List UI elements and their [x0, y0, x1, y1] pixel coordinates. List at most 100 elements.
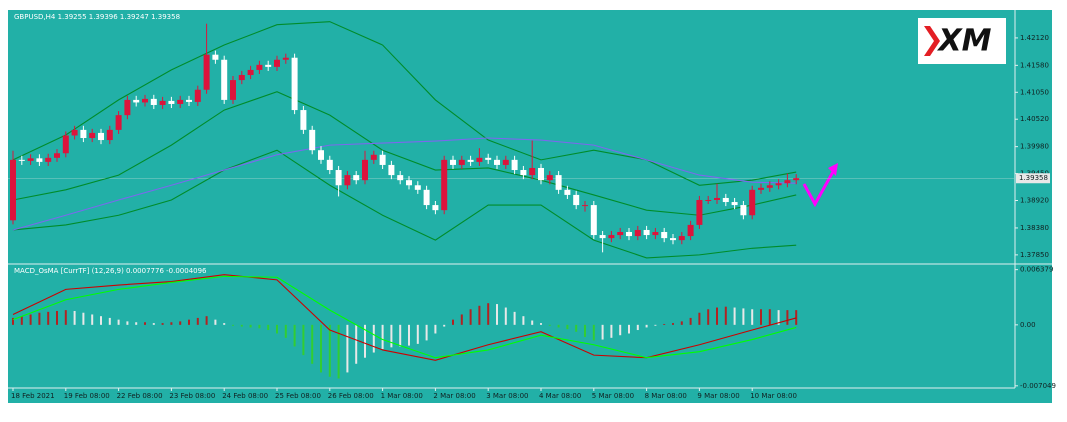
histogram-bar	[364, 324, 366, 358]
candle-body	[133, 99, 140, 103]
histogram-bar	[522, 316, 525, 325]
candle-body	[696, 199, 703, 225]
logo-box	[918, 18, 1006, 64]
candle-body	[353, 175, 360, 181]
histogram-bar	[531, 320, 534, 325]
candle-body	[309, 129, 316, 151]
candle-body	[520, 170, 527, 176]
histogram-bar	[328, 324, 331, 377]
histogram-bar	[346, 324, 349, 373]
histogram-bar	[214, 319, 217, 325]
x-tick-label: 2 Mar 08:00	[433, 392, 475, 400]
candle-body	[62, 135, 69, 154]
candle-body	[414, 185, 421, 190]
histogram-bar	[205, 316, 208, 325]
candle-body	[142, 98, 148, 103]
candle-body	[661, 232, 668, 239]
histogram-bar	[126, 321, 129, 325]
candle-body	[546, 175, 553, 181]
indicator-line	[12, 137, 797, 231]
histogram-bar	[777, 310, 780, 325]
candle-body	[494, 159, 500, 165]
candle-body	[177, 99, 184, 104]
histogram-bar	[751, 309, 754, 325]
histogram-bar	[663, 323, 666, 325]
candle-body	[379, 154, 386, 165]
candle-body	[370, 154, 377, 160]
histogram-bar	[672, 323, 674, 325]
candle-body	[502, 159, 509, 165]
histogram-bar	[592, 324, 595, 341]
y-tick-label: 1.38920	[1020, 197, 1049, 205]
x-tick-label: 8 Mar 08:00	[645, 392, 687, 400]
histogram-bar	[566, 324, 569, 330]
histogram-bar	[760, 309, 762, 325]
histogram-bar	[636, 324, 639, 331]
histogram-bar	[680, 321, 683, 325]
histogram-bar	[452, 319, 454, 325]
current-price-label: 1.39358	[1019, 174, 1048, 182]
candle-body	[626, 232, 632, 237]
histogram-bar	[584, 324, 586, 337]
histogram-bar	[64, 310, 67, 325]
histogram-bar	[434, 324, 437, 334]
candle-body	[476, 157, 483, 162]
candle-body	[441, 159, 448, 211]
indicator-line	[12, 274, 797, 361]
candle-body	[27, 158, 34, 161]
y-tick-label: 1.37850	[1020, 251, 1049, 259]
candle-body	[10, 159, 16, 221]
histogram-bar	[179, 321, 182, 325]
y-tick-label: 1.41050	[1020, 88, 1049, 96]
histogram-bar	[548, 324, 551, 326]
candle-body	[186, 99, 192, 102]
histogram-bar	[108, 317, 111, 325]
candle-body	[45, 157, 52, 162]
candle-body	[89, 132, 96, 139]
chart-title: GBPUSD,H4 1.39255 1.39396 1.39247 1.3935…	[14, 13, 180, 21]
candle-body	[538, 167, 544, 181]
histogram-bar	[223, 323, 226, 325]
candle-body	[256, 64, 263, 70]
candle-body	[564, 189, 571, 195]
histogram-bar	[724, 306, 727, 325]
histogram-bar	[698, 312, 701, 325]
histogram-bar	[487, 303, 490, 325]
histogram-bar	[302, 324, 305, 356]
candle-body	[397, 175, 404, 181]
candle-body	[608, 235, 615, 239]
candle-body	[36, 158, 43, 162]
candle-body	[511, 159, 518, 171]
histogram-bar	[320, 324, 322, 373]
candle-body	[406, 180, 412, 186]
histogram-bar	[460, 314, 463, 325]
histogram-bar	[188, 319, 190, 325]
histogram-bar	[408, 324, 410, 346]
candle-body	[775, 183, 782, 186]
histogram-bar	[117, 319, 120, 325]
histogram-bar	[284, 324, 287, 338]
candle-body	[221, 59, 228, 100]
candle-body	[388, 164, 395, 176]
candle-body	[423, 189, 430, 206]
histogram-bar	[716, 307, 718, 325]
histogram-bar	[689, 317, 692, 325]
candle-body	[18, 159, 25, 161]
histogram-bar	[610, 324, 613, 338]
histogram-bar	[645, 324, 648, 328]
histogram-bar	[47, 311, 50, 325]
histogram-bar	[135, 322, 138, 325]
histogram-bar	[540, 323, 542, 325]
candle-body	[687, 224, 694, 237]
histogram-bar	[232, 324, 234, 326]
histogram-bar	[144, 322, 146, 325]
x-tick-label: 22 Feb 08:00	[117, 392, 163, 400]
candle-body	[98, 132, 104, 141]
current-price-box	[1016, 173, 1050, 184]
candle-body	[150, 98, 157, 105]
logo: XM	[918, 18, 1006, 64]
histogram-bar	[337, 324, 340, 379]
histogram-bar	[29, 314, 32, 325]
histogram-bar	[768, 309, 771, 325]
indicator-title: MACD_OsMA [CurrTF] (12,26,9) 0.0007776 -…	[14, 267, 207, 275]
